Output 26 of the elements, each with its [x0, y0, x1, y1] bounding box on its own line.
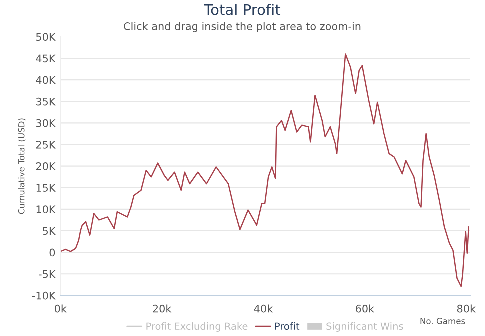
chart-subtitle: Click and drag inside the plot area to zoom-in — [124, 22, 361, 32]
y-tick-label: -5K — [39, 270, 56, 278]
chart-title: Total Profit — [204, 4, 281, 16]
x-tick-label: 60k — [356, 304, 375, 313]
y-tick-label: 5K — [43, 227, 56, 236]
y-tick-label: 50K — [36, 33, 56, 42]
x-tick-label: 0k — [54, 304, 67, 313]
line-series — [60, 54, 470, 288]
x-axis-title: No. Games — [420, 318, 466, 324]
y-axis-title: Cumulative Total (USD) — [18, 118, 26, 214]
y-tick-label: 30K — [36, 119, 56, 128]
y-tick-label: 20K — [36, 162, 56, 170]
y-tick-label: 40K — [36, 76, 56, 84]
y-tick-label: 10K — [36, 206, 56, 214]
legend-label: Profit Excluding Rake — [146, 322, 248, 332]
y-tick-label: 15K — [36, 184, 56, 192]
y-tick-label: 25K — [36, 140, 56, 149]
y-tick-label: -10K — [32, 292, 56, 300]
legend-label: Profit — [275, 322, 300, 330]
x-tick-label: 40k — [254, 304, 274, 313]
y-tick-label: 35K — [36, 98, 56, 106]
y-tick-label: 45K — [36, 54, 56, 63]
x-tick-label: 20k — [153, 304, 172, 313]
y-tick-label: 0 — [50, 248, 56, 257]
legend-label: Significant Wins — [326, 322, 404, 332]
x-tick-label: 80k — [457, 304, 476, 313]
